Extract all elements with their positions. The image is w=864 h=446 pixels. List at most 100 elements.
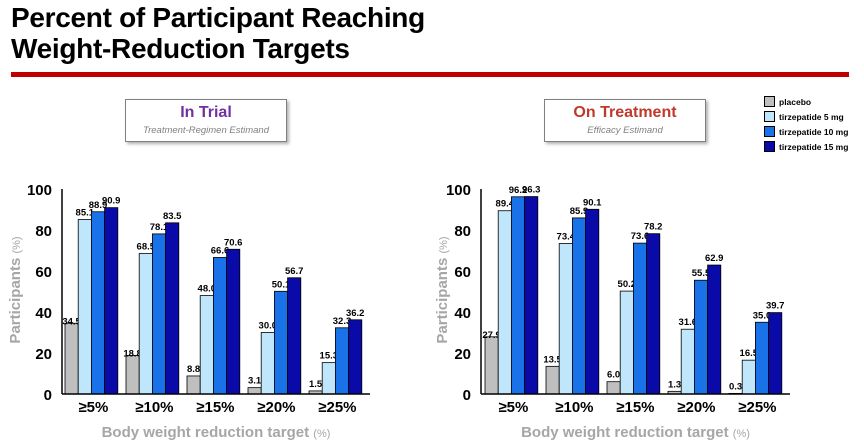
legend-swatch-tirzepatide-5mg [764, 111, 775, 122]
in-trial-y-tick-label: 0 [44, 387, 52, 404]
legend-item-tirzepatide-5mg: tirzepatide 5 mg [764, 109, 848, 124]
in-trial-bar [226, 248, 241, 395]
chart-legend: placebo tirzepatide 5 mg tirzepatide 10 … [764, 94, 848, 154]
on-treatment-bar [741, 359, 756, 395]
on-treatment-value-label: 62.9 [705, 253, 724, 264]
in-trial-x-axis-unit: (%) [313, 428, 330, 440]
legend-label-tirzepatide-10mg: tirzepatide 10 mg [779, 126, 849, 137]
on-treatment-value-label: 27.9 [482, 330, 501, 341]
in-trial-value-label: 66.6 [211, 245, 230, 256]
in-trial-y-tick-label: 60 [35, 264, 52, 281]
legend-item-placebo: placebo [764, 94, 848, 109]
on-treatment-bar [694, 279, 709, 395]
in-trial-x-tick-label: ≥15% [196, 399, 234, 416]
on-treatment-value-label: 1.3 [668, 379, 681, 390]
in-trial-x-axis-label: Body weight reduction target [102, 424, 314, 441]
in-trial-x-tick-label: ≥10% [135, 399, 173, 416]
on-treatment-value-label: 96.3 [522, 185, 541, 196]
in-trial-x-tick-label: ≥5% [78, 399, 108, 416]
in-trial-bar [165, 222, 180, 395]
slide-title-line-2: Weight-Reduction Targets [11, 33, 350, 64]
in-trial-value-label: 70.6 [224, 237, 243, 248]
on-treatment-bar [768, 312, 783, 395]
on-treatment-value-label: 31.6 [679, 317, 698, 328]
on-treatment-x-tick-label: ≥20% [677, 399, 715, 416]
in-trial-bar [125, 355, 140, 395]
on-treatment-value-label: 50.2 [618, 279, 637, 290]
in-trial-value-label: 85.1 [76, 208, 95, 219]
in-trial-bar [104, 207, 119, 395]
on-treatment-y-tick-label: 100 [446, 182, 471, 199]
legend-swatch-tirzepatide-15mg [764, 141, 775, 152]
in-trial-value-label: 78.1 [150, 222, 169, 233]
on-treatment-value-label: 96.2 [509, 185, 528, 196]
in-trial-y-tick-label: 100 [27, 182, 52, 199]
in-trial-bar [321, 362, 336, 395]
legend-swatch-placebo [764, 96, 775, 107]
on-treatment-y-tick-label: 20 [454, 346, 471, 363]
legend-item-tirzepatide-10mg: tirzepatide 10 mg [764, 124, 848, 139]
on-treatment-bar [633, 242, 648, 395]
on-treatment-x-tick-label: ≥10% [555, 399, 593, 416]
in-trial-bar [334, 327, 349, 395]
in-trial-heading: In Trial [180, 104, 232, 121]
in-trial-y-axis-label: Participants [7, 254, 24, 344]
in-trial-value-label: 15.3 [320, 351, 339, 362]
in-trial-value-label: 88.9 [89, 200, 108, 211]
on-treatment-bar [755, 321, 770, 395]
on-treatment-bar [572, 217, 587, 395]
in-trial-x-tick-label: ≥20% [257, 399, 295, 416]
legend-label-tirzepatide-15mg: tirzepatide 15 mg [779, 141, 849, 152]
in-trial-estimand-box: In Trial Treatment-Regimen Estimand [125, 99, 287, 142]
in-trial-value-label: 32.3 [333, 316, 352, 327]
in-trial-bar [64, 322, 79, 395]
in-trial-y-axis-unit: (%) [11, 236, 23, 253]
in-trial-bar [186, 375, 201, 395]
in-trial-y-axis-title: Participants (%) [7, 236, 24, 343]
on-treatment-bar [558, 243, 573, 395]
legend-label-tirzepatide-5mg: tirzepatide 5 mg [779, 111, 844, 122]
on-treatment-bar [484, 336, 499, 395]
in-trial-value-label: 1.5 [309, 379, 323, 390]
in-trial-value-label: 83.5 [163, 211, 182, 222]
in-trial-value-label: 3.1 [248, 376, 262, 387]
on-treatment-bar [606, 381, 621, 395]
on-treatment-x-axis-title: Body weight reduction target (%) [521, 424, 750, 441]
in-trial-value-label: 90.9 [102, 196, 121, 207]
in-trial-bar [91, 211, 106, 395]
in-trial-value-label: 68.5 [137, 242, 156, 253]
in-trial-value-label: 34.5 [62, 316, 81, 327]
on-treatment-bar [524, 196, 539, 395]
on-treatment-y-tick-label: 80 [454, 223, 471, 240]
on-treatment-x-tick-label: ≥15% [616, 399, 654, 416]
on-treatment-bar [585, 208, 600, 395]
on-treatment-bar [707, 264, 722, 395]
on-treatment-x-tick-label: ≥25% [738, 399, 776, 416]
on-treatment-y-tick-label: 0 [463, 387, 471, 404]
in-trial-value-label: 18.8 [123, 348, 142, 359]
in-trial-y-tick-label: 80 [35, 223, 52, 240]
in-trial-y-tick-label: 40 [35, 305, 52, 322]
in-trial-bar [273, 290, 288, 395]
on-treatment-subtitle: Efficacy Estimand [587, 125, 663, 136]
on-treatment-y-tick-label: 60 [454, 264, 471, 281]
legend-label-placebo: placebo [779, 96, 812, 107]
in-trial-value-label: 56.7 [285, 266, 304, 277]
in-trial-value-label: 8.8 [187, 364, 200, 375]
in-trial-bar [151, 233, 166, 395]
on-treatment-value-label: 13.5 [543, 354, 562, 365]
on-treatment-value-label: 78.2 [644, 222, 663, 233]
in-trial-bar [348, 319, 363, 395]
on-treatment-value-label: 16.5 [740, 348, 759, 359]
on-treatment-y-axis-unit: (%) [438, 236, 450, 253]
on-treatment-value-label: 73.4 [557, 232, 576, 243]
on-treatment-y-axis-label: Participants [434, 254, 451, 344]
legend-swatch-tirzepatide-10mg [764, 126, 775, 137]
on-treatment-bar [497, 210, 512, 395]
in-trial-value-label: 30.0 [259, 321, 278, 332]
in-trial-value-label: 48.0 [198, 284, 217, 295]
in-trial-bar [247, 387, 262, 395]
on-treatment-value-label: 85.9 [570, 206, 589, 217]
on-treatment-bar [545, 365, 560, 395]
